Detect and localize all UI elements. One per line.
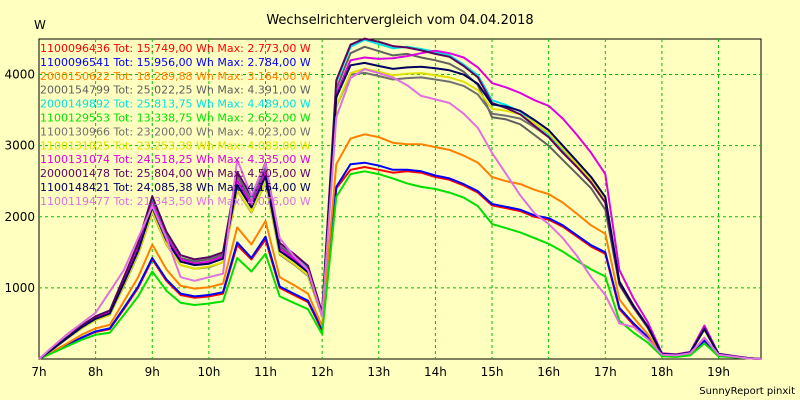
legend-entry-3: 2000150622 Tot: 18.289,88 Wh Max: 3.164,… [40,70,311,83]
y-tick-label-2: 3000 [4,139,35,153]
series-layer [38,37,762,360]
x-tick-label-11: 18h [650,365,673,379]
series-line-2 [38,161,762,360]
legend-entry-2: 1100096541 Tot: 15.956,00 Wh Max: 2.784,… [40,56,311,69]
x-tick-label-10: 17h [594,365,617,379]
plot-area [38,38,762,360]
legend-entry-12: 1100119477 Tot: 21.343,50 Wh Max: 4.076,… [40,195,311,208]
legend-entry-5: 2000149892 Tot: 25.813,75 Wh Max: 4.489,… [40,98,311,111]
series-line-6 [38,170,762,360]
x-tick-label-0: 7h [31,365,46,379]
y-tick-label-3: 4000 [4,68,35,82]
legend-entry-1: 1100096436 Tot: 15.749,00 Wh Max: 2.773,… [40,42,311,55]
y-tick-label-0: 1000 [4,281,35,295]
x-tick-labels: 7h 8h 9h 10h 11h 12h 13h 14h 15h 16h 17h 18h 19h [31,365,730,379]
x-tick-label-7: 14h [424,365,447,379]
x-tick-label-6: 13h [367,365,390,379]
legend-entry-10: 2000001478 Tot: 25.804,00 Wh Max: 4.505,… [40,167,311,180]
x-tick-label-4: 11h [254,365,277,379]
legend-entry-4: 2000154799 Tot: 25.022,25 Wh Max: 4.391,… [40,84,311,97]
grid [39,39,761,359]
x-tick-label-1: 8h [88,365,103,379]
legend-entry-8: 1100131025 Tot: 23.253,38 Wh Max: 4.083,… [40,139,311,152]
y-axis-label: W [34,18,46,32]
x-tick-label-5: 12h [311,365,334,379]
y-tick-label-1: 2000 [4,210,35,224]
footer-credit: SunnyReport pinxit [699,386,795,397]
x-tick-label-9: 16h [537,365,560,379]
x-tick-label-12: 19h [707,365,730,379]
x-tick-label-2: 9h [145,365,160,379]
legend-entry-9: 1100131074 Tot: 24.518,25 Wh Max: 4.335,… [40,153,311,166]
chart-title: Wechselrichtervergleich vom 04.04.2018 [266,13,533,28]
series-line-3 [38,133,762,360]
x-tick-label-8: 15h [481,365,504,379]
legend-entry-7: 1100130966 Tot: 23.200,00 Wh Max: 4.023,… [40,125,311,138]
series-line-12 [38,68,762,360]
x-tick-label-3: 10h [197,365,220,379]
y-tick-labels: 1000 2000 3000 4000 [4,68,35,295]
legend: 1100096436 Tot: 15.749,00 Wh Max: 2.773,… [40,42,311,208]
legend-entry-11: 1100148421 Tot: 24.085,38 Wh Max: 4.164,… [40,181,311,194]
legend-entry-6: 1100129553 Tot: 13.338,75 Wh Max: 2.652,… [40,112,311,125]
